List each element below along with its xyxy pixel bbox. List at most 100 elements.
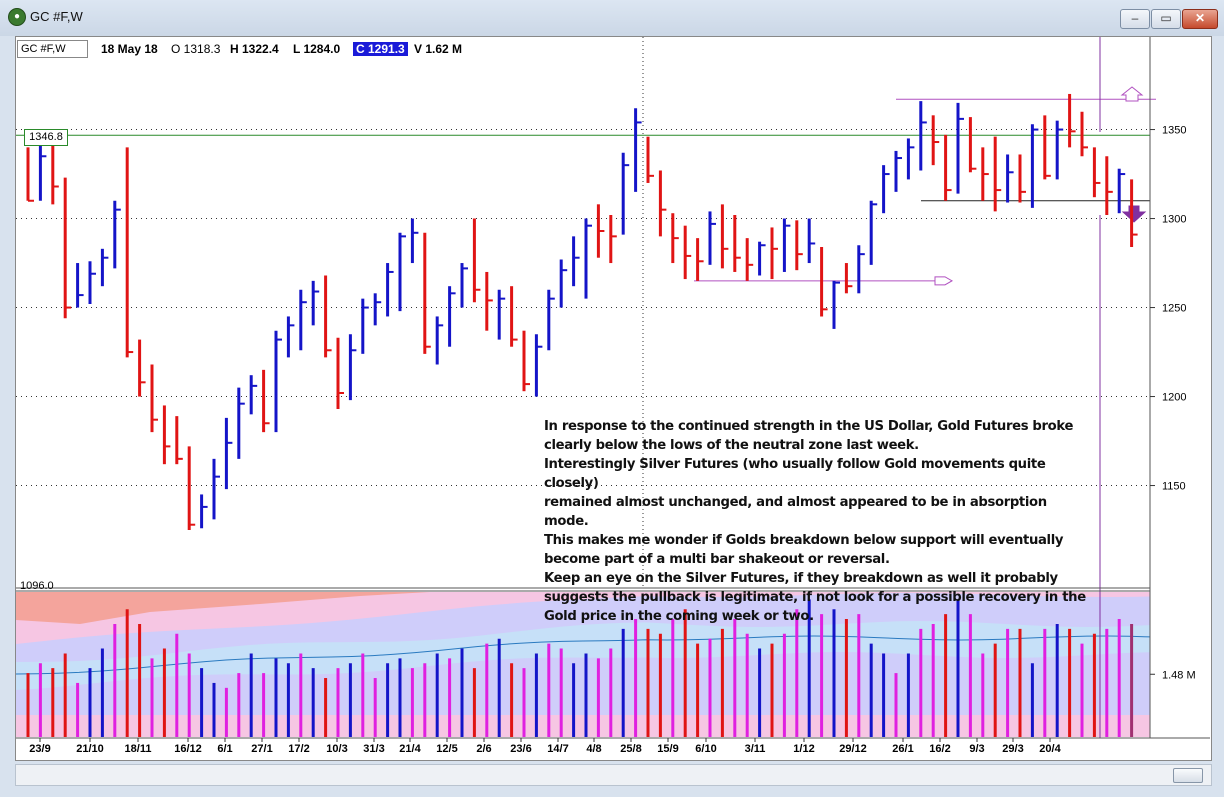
date-tick-label: 1/12 <box>793 743 814 755</box>
price-bar <box>671 213 679 264</box>
price-bar <box>696 238 704 281</box>
volume-bars <box>26 599 1134 737</box>
date-tick-label: 14/7 <box>547 743 568 755</box>
bar-volume: V 1.62 M <box>414 42 463 56</box>
price-bar <box>38 143 47 201</box>
date-tick-label: 16/2 <box>929 743 950 755</box>
volume-average-line <box>15 635 1151 675</box>
price-bar <box>138 339 146 397</box>
date-tick-label: 23/9 <box>29 743 50 755</box>
price-bar <box>981 147 989 201</box>
price-bar <box>720 204 729 269</box>
price-bar <box>249 375 258 415</box>
price-tick-label: 1200 <box>1162 392 1186 404</box>
level-label[interactable]: 1346.8 <box>24 129 68 146</box>
bar-date: 18 May 18 <box>101 42 158 56</box>
date-tick-label: 17/2 <box>288 743 309 755</box>
horizontal-scrollbar[interactable] <box>15 764 1212 786</box>
date-tick-label: 21/10 <box>76 743 104 755</box>
bar-high: H 1322.4 <box>230 42 279 56</box>
price-bar <box>869 200 878 265</box>
volume-tick-label: 1.48 M <box>1162 669 1196 681</box>
price-bar <box>1068 93 1076 148</box>
date-tick-label: 21/4 <box>399 743 421 755</box>
price-bar <box>1043 115 1051 180</box>
price-bar <box>906 138 915 180</box>
price-bar <box>274 330 282 433</box>
price-bar <box>1006 154 1014 203</box>
price-bar <box>76 263 84 308</box>
price-bar <box>609 214 617 264</box>
date-tick-label: 31/3 <box>363 743 384 755</box>
price-bar <box>931 115 940 166</box>
price-bar <box>1092 147 1101 198</box>
price-bar <box>113 200 121 269</box>
annotation-line: become part of a multi bar shakeout or r… <box>544 552 890 567</box>
date-tick-label: 10/3 <box>326 743 347 755</box>
date-tick-label: 27/1 <box>251 743 272 755</box>
date-tick-label: 4/8 <box>586 743 601 755</box>
price-bar <box>782 218 791 272</box>
price-bar <box>596 204 605 258</box>
price-bar <box>882 165 890 214</box>
annotation-line: Gold price in the coming week or two. <box>544 609 814 624</box>
date-tick-label: 3/11 <box>745 743 766 755</box>
price-bar <box>324 275 332 358</box>
close-button[interactable]: ✕ <box>1182 9 1218 29</box>
price-bar <box>944 134 952 201</box>
price-bar <box>150 364 158 433</box>
price-bar <box>336 337 344 410</box>
price-tick-label: 1150 <box>1162 481 1186 493</box>
price-bar <box>547 289 555 351</box>
price-bar <box>968 117 977 173</box>
price-bar <box>485 271 493 331</box>
price-bar <box>510 286 518 347</box>
price-tick-label: 1300 <box>1162 214 1186 226</box>
date-tick-label: 15/9 <box>657 743 678 755</box>
price-bar <box>224 417 233 490</box>
annotation-line: remained almost unchanged, and almost ap… <box>544 495 1047 529</box>
price-bar <box>534 334 543 397</box>
annotation-line: This makes me wonder if Golds breakdown … <box>544 533 1064 548</box>
annotation-text[interactable]: In response to the continued strength in… <box>544 417 1089 626</box>
price-bar <box>1080 111 1088 157</box>
price-bar <box>832 280 840 329</box>
arrow-down-icon <box>1121 205 1147 223</box>
price-bar <box>423 232 431 354</box>
date-tick-label: 29/3 <box>1002 743 1023 755</box>
minimize-button[interactable]: – <box>1120 9 1150 29</box>
symbol-field[interactable]: GC #F,W <box>17 40 88 58</box>
bar-low: L 1284.0 <box>293 42 341 56</box>
arrow-right-icon <box>934 276 954 286</box>
price-bar <box>683 225 692 280</box>
price-bar <box>795 220 803 271</box>
price-bar <box>1105 156 1113 215</box>
price-bar <box>51 138 59 205</box>
price-bar <box>348 334 357 401</box>
price-bar <box>956 102 964 194</box>
price-bar <box>187 446 196 531</box>
price-bar <box>820 247 828 317</box>
price-bar <box>373 293 382 326</box>
price-bar <box>807 218 816 264</box>
price-bars <box>26 93 1138 531</box>
scrollbar-thumb[interactable] <box>1173 768 1203 783</box>
date-tick-label: 6/1 <box>217 743 232 755</box>
price-bar <box>237 387 245 459</box>
date-tick-label: 20/4 <box>1039 743 1061 755</box>
price-tick-label: 1350 <box>1162 125 1186 137</box>
volume-band <box>16 592 1150 644</box>
date-tick-label: 25/8 <box>620 743 641 755</box>
price-bar <box>1130 179 1138 248</box>
price-bar <box>311 280 320 326</box>
price-bar <box>1055 120 1064 180</box>
title-bar[interactable]: ● GC #F,W – ▭ ✕ <box>0 0 1224 36</box>
price-bar <box>1030 124 1039 208</box>
price-bar <box>63 177 72 319</box>
globe-icon: ● <box>8 8 26 26</box>
restore-button[interactable]: ▭ <box>1151 9 1181 29</box>
price-bar <box>559 259 568 308</box>
price-bar <box>584 218 592 299</box>
price-bar <box>770 227 778 280</box>
